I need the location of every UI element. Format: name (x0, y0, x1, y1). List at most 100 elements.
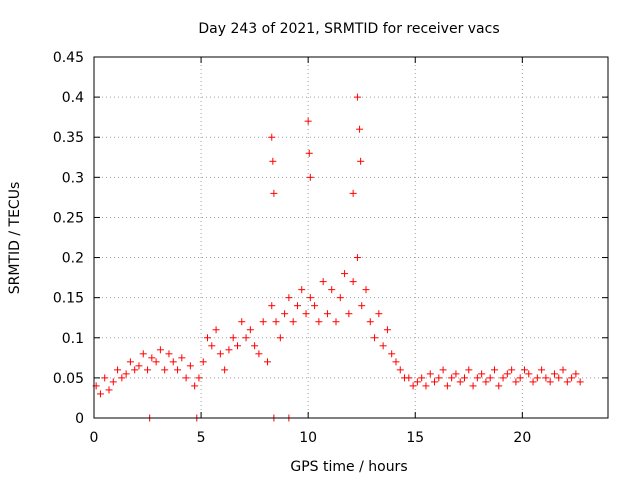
data-point (439, 366, 447, 374)
y-tick-label: 0.1 (62, 331, 84, 347)
data-point (195, 374, 203, 382)
data-point (512, 378, 520, 386)
data-point (473, 374, 481, 382)
data-point (269, 157, 277, 165)
data-point (345, 310, 353, 318)
data-point (144, 366, 152, 374)
y-tick-label: 0.4 (62, 90, 84, 106)
data-point (349, 278, 357, 286)
data-point (131, 366, 139, 374)
data-point (409, 382, 417, 390)
data-point (96, 390, 104, 398)
data-point (546, 378, 554, 386)
data-point (388, 350, 396, 358)
data-point (555, 374, 563, 382)
data-point (156, 346, 164, 354)
data-point (443, 382, 451, 390)
data-point (559, 366, 567, 374)
data-point (538, 366, 546, 374)
data-point (482, 378, 490, 386)
data-point (270, 189, 278, 197)
data-point (525, 370, 533, 378)
data-point (178, 354, 186, 362)
y-tick-label: 0.3 (62, 170, 84, 186)
data-point (216, 350, 224, 358)
data-point (135, 362, 143, 370)
data-point (126, 358, 134, 366)
x-tick-label: 10 (299, 430, 317, 446)
data-point (533, 374, 541, 382)
data-point (396, 366, 404, 374)
data-point (520, 366, 528, 374)
y-tick-label: 0.25 (53, 210, 84, 226)
data-point (341, 270, 349, 278)
axis-ticks: 0 0.05 0.1 0.15 0.2 0.25 0.3 0.35 0.4 0.45 0 5 10 15 2… (53, 50, 608, 446)
data-point (186, 362, 194, 370)
data-point (311, 302, 319, 310)
data-point (221, 366, 229, 374)
data-point (332, 318, 340, 326)
y-axis-label: SRMTID / TECUs (7, 182, 23, 295)
data-point (259, 318, 267, 326)
data-point (478, 370, 486, 378)
data-point (461, 374, 469, 382)
data-point (306, 294, 314, 302)
data-point (456, 378, 464, 386)
data-point (233, 342, 241, 350)
data-point (362, 286, 370, 294)
data-point (204, 334, 212, 342)
data-point (276, 334, 284, 342)
data-point (118, 374, 126, 382)
data-point (550, 370, 558, 378)
y-tick-label: 0.15 (53, 291, 84, 307)
y-tick-label: 0.35 (53, 130, 84, 146)
data-point (358, 302, 366, 310)
data-point (304, 117, 312, 125)
x-tick-label: 15 (406, 430, 424, 446)
data-point (298, 286, 306, 294)
data-point (315, 318, 323, 326)
data-point (191, 382, 199, 390)
x-tick-label: 0 (90, 430, 99, 446)
data-point (255, 350, 263, 358)
x-tick-label: 20 (513, 430, 531, 446)
data-point (469, 382, 477, 390)
chart-title: Day 243 of 2021, SRMTID for receiver vac… (198, 21, 499, 37)
data-point (503, 370, 511, 378)
data-point (353, 93, 361, 101)
data-point (212, 326, 220, 334)
data-point (336, 294, 344, 302)
data-point (148, 354, 156, 362)
data-point (169, 358, 177, 366)
data-point (563, 378, 571, 386)
data-point (105, 386, 113, 394)
data-point (490, 366, 498, 374)
data-point (383, 326, 391, 334)
data-point (293, 302, 301, 310)
data-point (229, 334, 237, 342)
data-point (272, 318, 280, 326)
data-point (319, 278, 327, 286)
data-point (366, 318, 374, 326)
data-point (356, 125, 364, 133)
data-point (413, 378, 421, 386)
data-point (422, 382, 430, 390)
y-tick-label: 0.2 (62, 251, 84, 267)
data-point (508, 366, 516, 374)
data-points (92, 93, 584, 422)
data-point (448, 374, 456, 382)
data-point (516, 374, 524, 382)
data-point (418, 374, 426, 382)
data-point (371, 334, 379, 342)
data-point (251, 342, 259, 350)
data-point (452, 370, 460, 378)
x-axis-label: GPS time / hours (290, 459, 407, 475)
data-point (465, 366, 473, 374)
data-point (435, 374, 443, 382)
y-tick-label: 0.05 (53, 371, 84, 387)
data-point (174, 366, 182, 374)
data-point (238, 318, 246, 326)
data-point (405, 374, 413, 382)
data-point (357, 157, 365, 165)
data-point (289, 318, 297, 326)
